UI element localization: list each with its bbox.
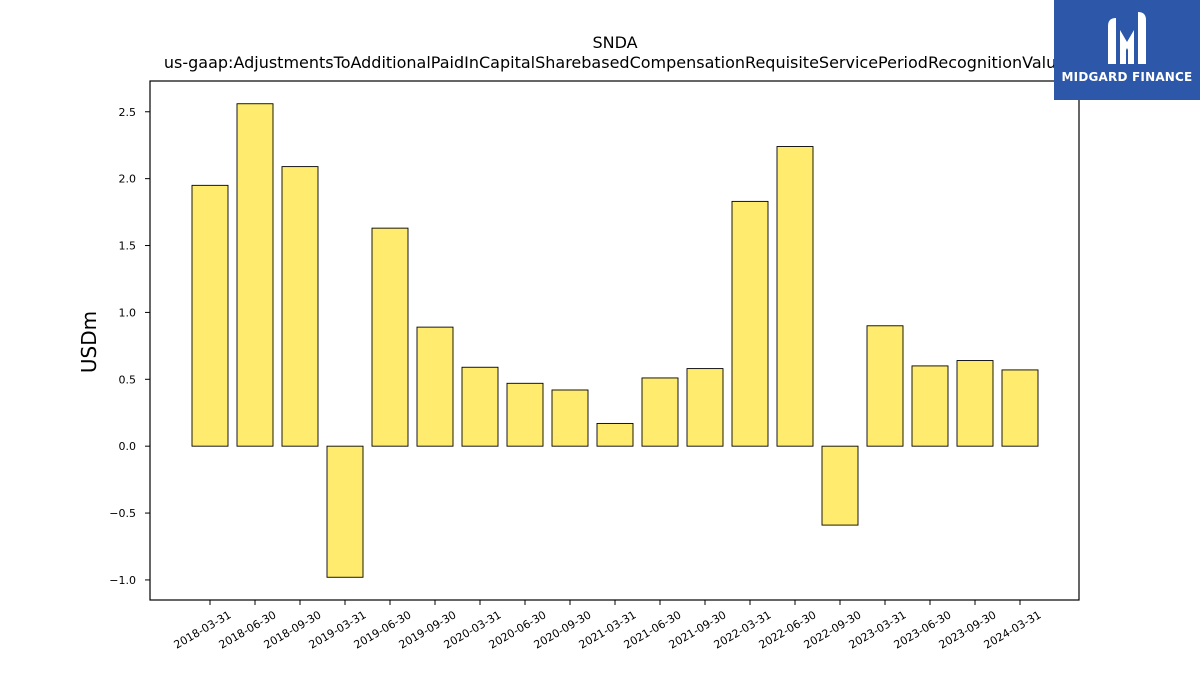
- bar-2019-06-30: [371, 227, 409, 447]
- bar-2020-09-30: [551, 389, 589, 447]
- bars-group: [191, 103, 1039, 578]
- bar-2022-06-30: [776, 146, 814, 447]
- brand-name: MIDGARD FINANCE: [1061, 70, 1193, 84]
- bar-2023-06-30: [911, 365, 949, 447]
- y-tick-label: −1.0: [109, 574, 136, 587]
- bar-2021-09-30: [686, 368, 724, 447]
- bar-2018-03-31: [191, 184, 229, 447]
- bar-2018-09-30: [281, 166, 319, 447]
- bar-2019-03-31: [326, 445, 364, 578]
- y-axis: −1.0 −0.5 0.0 0.5 1.0 1.5 2.0 2.5: [109, 106, 150, 587]
- bar-2018-06-30: [236, 103, 274, 447]
- bar-2020-03-31: [461, 366, 499, 447]
- bar-2021-06-30: [641, 377, 679, 447]
- x-axis: 2018-03-312018-06-302018-09-302019-03-31…: [172, 600, 1044, 652]
- chart-title: SNDA: [592, 33, 637, 52]
- bar-2019-09-30: [416, 326, 454, 447]
- bar-2022-09-30: [821, 445, 859, 526]
- plot-frame: [149, 80, 1080, 601]
- brand-logo: MIDGARD FINANCE: [1054, 0, 1200, 100]
- bar-2020-06-30: [506, 382, 544, 447]
- bar-2023-03-31: [866, 325, 904, 447]
- bar-2024-03-31: [1001, 369, 1039, 447]
- bar-2021-03-31: [596, 422, 634, 447]
- y-tick-label: 0.0: [119, 440, 137, 453]
- y-tick-label: 1.0: [119, 306, 137, 319]
- y-axis-label: USDm: [77, 311, 101, 373]
- chart-subtitle: us-gaap:AdjustmentsToAdditionalPaidInCap…: [164, 53, 1066, 72]
- y-tick-label: 2.5: [119, 106, 137, 119]
- midgard-m-logo-icon: [1108, 12, 1146, 64]
- y-tick-label: 1.5: [119, 240, 137, 253]
- bar-2023-09-30: [956, 360, 994, 447]
- bar-2022-03-31: [731, 200, 769, 447]
- y-tick-label: 2.0: [119, 173, 137, 186]
- y-tick-label: −0.5: [109, 507, 136, 520]
- y-tick-label: 0.5: [119, 373, 137, 386]
